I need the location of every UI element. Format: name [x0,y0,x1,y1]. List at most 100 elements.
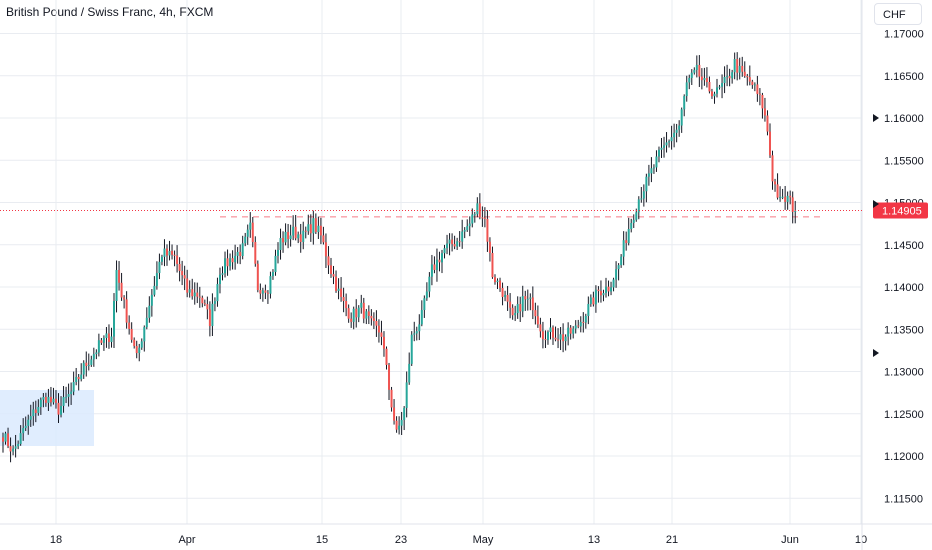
candle-body [615,269,618,280]
candle-body [536,316,539,325]
candle-body [289,235,292,240]
candle-body [120,282,123,298]
candle-body [768,131,771,156]
candle-body [208,309,211,327]
candle-body [206,304,209,310]
candle-body [652,167,655,169]
candle-body [183,275,186,279]
candle-body [7,433,10,447]
candle-body [559,334,562,340]
candle-body [178,263,181,271]
candle-body [274,255,277,273]
candle-body [143,327,146,342]
candle-body [710,91,713,97]
candle-body [188,289,191,293]
candle-body [27,419,30,426]
candle-body [193,292,196,297]
candle-body [4,433,7,442]
candle-body [433,264,436,270]
candle-body [181,270,184,276]
candle-body [478,203,481,218]
candle-body [372,318,375,321]
candle-body [271,272,274,277]
candle-body [329,265,332,275]
candle-body [519,304,522,312]
candle-body [534,310,537,317]
candle-body [592,297,595,305]
candle-body [456,241,459,247]
candle-body [718,86,721,88]
candle-body [377,325,380,333]
candle-body [125,299,128,323]
candle-body [322,235,325,243]
x-tick-label: Apr [178,534,195,546]
candle-body [395,420,398,430]
candle-body [128,322,131,329]
candle-body [186,278,189,293]
candle-body [130,328,133,340]
y-tick-label: 1.12000 [884,451,924,463]
candle-body [57,402,60,415]
candle-body [312,218,315,234]
candle-body [264,290,267,293]
candle-body [90,359,93,365]
candle-body [716,87,719,94]
candle-body [201,297,204,304]
candle-body [340,288,343,297]
candle-body [2,437,4,442]
candle-body [342,296,345,302]
candle-body [403,407,406,420]
candle-body [758,93,761,95]
candle-body [19,433,22,444]
candle-body [39,399,42,408]
candle-body [231,258,234,263]
candle-body [703,78,706,81]
candle-body [218,274,221,285]
candle-body [236,251,239,256]
candle-body [776,184,779,198]
y-tick-label: 1.15500 [884,155,924,167]
candle-body [370,315,373,319]
candle-body [418,324,421,332]
candle-body [294,226,297,239]
candle-body [140,341,143,348]
candle-body [675,129,678,133]
candle-body [673,132,676,138]
candle-body [118,269,121,283]
currency-selector[interactable]: CHF [874,3,922,25]
candle-body [483,217,486,219]
candle-body [539,324,542,332]
candle-body [584,315,587,323]
candle-body [685,82,688,97]
chart-grid [0,0,862,524]
current-price-label: 1.14905 [882,206,922,218]
candle-body [211,303,214,327]
candle-body [350,318,353,322]
candle-body [115,269,118,301]
candle-body [213,301,216,304]
candle-body [65,396,68,398]
candle-body [617,265,620,270]
candle-body [690,72,693,78]
candle-body [569,327,572,334]
y-tick-label: 1.16500 [884,71,924,83]
candle-body [100,340,103,343]
candle-body [743,71,746,77]
candle-body [723,76,726,84]
candle-body [304,230,307,232]
candle-body [244,236,247,244]
candle-body [635,212,638,220]
candle-body [678,125,681,130]
candle-body [564,336,567,342]
candle-body [604,286,607,294]
candle-body [524,296,527,300]
candle-body [168,250,171,256]
candle-body [22,428,25,434]
candle-body [357,307,360,318]
candle-body [463,230,466,232]
candle-body [135,346,138,354]
candle-body [307,224,310,232]
candle-body [282,237,285,243]
